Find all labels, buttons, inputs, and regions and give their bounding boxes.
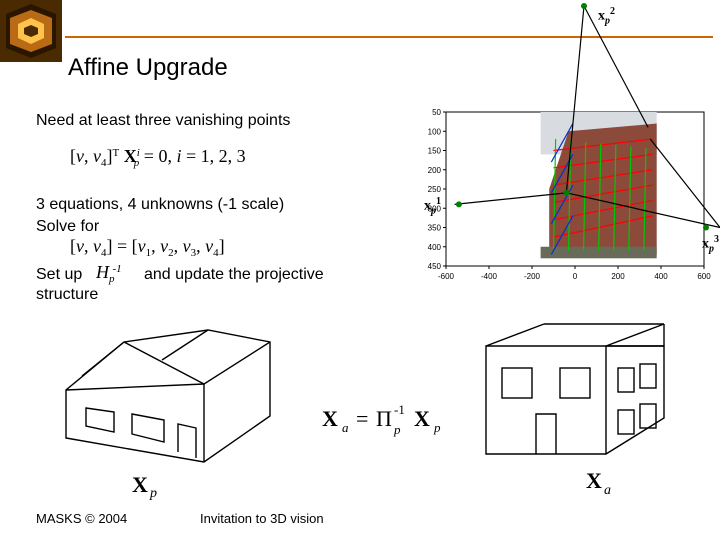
text-update: and update the projective: [144, 264, 324, 286]
text-constraints-line1: 3 equations, 4 unknowns (-1 scale): [36, 196, 284, 213]
svg-text:350: 350: [428, 224, 442, 233]
vp-label-x3: xp3: [702, 234, 719, 254]
svg-text:Π: Π: [376, 406, 392, 431]
svg-text:50: 50: [432, 108, 441, 117]
svg-text:200: 200: [428, 166, 442, 175]
equation-constraint: [v, v4]T Xip = 0, i = 1, 2, 3: [70, 144, 290, 170]
svg-text:a: a: [604, 483, 611, 498]
svg-text:a: a: [342, 420, 349, 435]
text-need: Need at least three vanishing points: [36, 110, 290, 132]
label-Xa: X: [586, 468, 602, 493]
vanishing-point-figure: -600-400-2000200400600501001502002503003…: [410, 106, 710, 286]
svg-text:p: p: [393, 422, 401, 437]
svg-text:p: p: [433, 420, 441, 435]
logo: [0, 0, 62, 62]
svg-text:p: p: [149, 486, 157, 500]
svg-text:450: 450: [428, 262, 442, 271]
title-rule: [65, 36, 713, 38]
vp-label-x1: xp1: [424, 196, 441, 216]
equation-solve: [v, v4] = [v1, v2, v3, v4]: [70, 236, 300, 258]
svg-text:-200: -200: [524, 272, 541, 281]
svg-text:[v, v4]T Xip = 0,: [v, v4]T Xip = 0, i = 1, 2, 3: [70, 146, 246, 169]
text-constraints: 3 equations, 4 unknowns (-1 scale) Solve…: [36, 194, 284, 237]
text-setup: Set up: [36, 264, 82, 286]
svg-text:150: 150: [428, 147, 442, 156]
svg-text:400: 400: [654, 272, 668, 281]
svg-text:-1: -1: [394, 402, 405, 417]
slide-title: Affine Upgrade: [68, 54, 228, 82]
footer-copyright: MASKS © 2004: [36, 511, 127, 526]
label-Xp: X: [132, 472, 148, 497]
svg-text:600: 600: [697, 272, 711, 281]
svg-text:400: 400: [428, 243, 442, 252]
svg-text:X: X: [322, 406, 338, 431]
affine-upgrade-diagram: X p X a = Π -1 p X p: [36, 320, 684, 500]
svg-text:-600: -600: [438, 272, 455, 281]
footer-subtitle: Invitation to 3D vision: [200, 511, 324, 526]
svg-text:0: 0: [573, 272, 578, 281]
svg-text:Hp-1: Hp-1: [96, 262, 122, 285]
text-structure: structure: [36, 284, 98, 306]
svg-text:200: 200: [611, 272, 625, 281]
svg-text:100: 100: [428, 127, 442, 136]
formula-affine-transform: X a = Π -1 p X p: [322, 402, 441, 437]
symbol-Hp: Hp-1: [96, 262, 140, 286]
text-solve: Solve for: [36, 218, 99, 235]
svg-text:=: =: [356, 406, 368, 431]
svg-text:250: 250: [428, 185, 442, 194]
svg-text:-400: -400: [481, 272, 498, 281]
svg-text:[v, v4] = [v1, v2: [v, v4] = [v1, v2, v3, v4]: [70, 236, 225, 258]
svg-text:X: X: [414, 406, 430, 431]
vp-label-x2: xp2: [598, 6, 615, 26]
